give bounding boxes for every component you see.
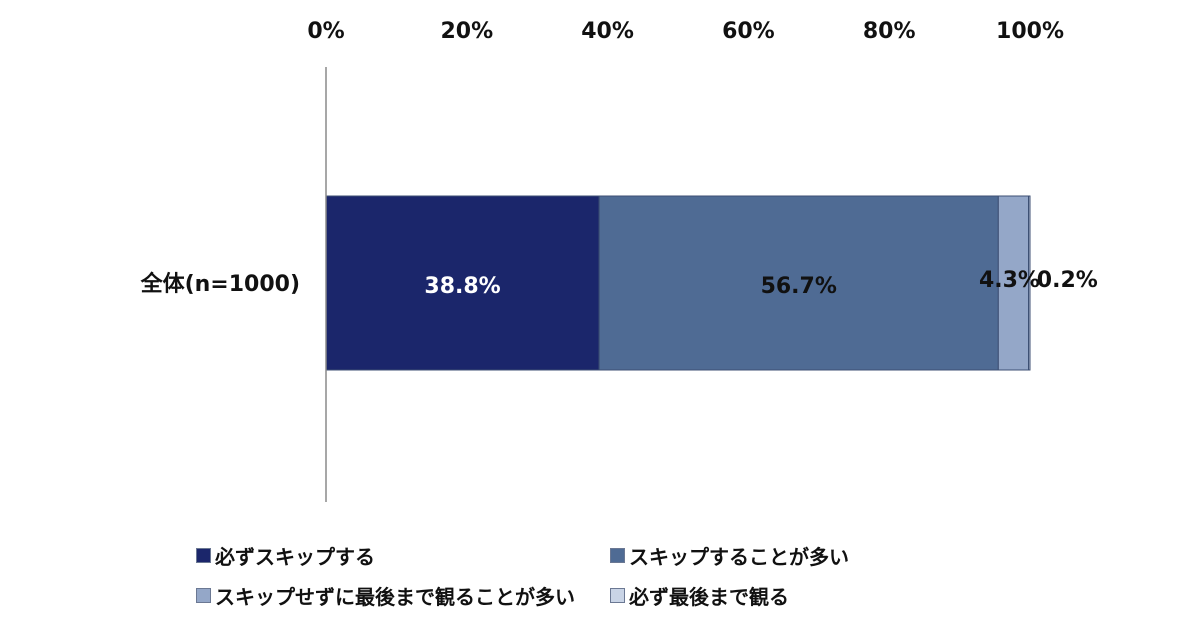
legend-swatch-often-watch (196, 587, 211, 603)
legend-swatch-often-skip (610, 547, 625, 563)
x-tick-label: 60% (722, 19, 775, 44)
legend-item-always-watch: 必ず最後まで観る (610, 581, 789, 610)
bar-segment (1028, 195, 1031, 371)
legend-item-often-skip: スキップすることが多い (610, 541, 849, 570)
data-label: 4.3% (979, 268, 1040, 293)
data-label: 0.2% (1037, 268, 1098, 293)
bar-segment (325, 195, 600, 371)
x-tick-label: 100% (996, 19, 1064, 44)
legend-swatch-always-skip (196, 547, 211, 563)
legend-item-often-watch: スキップせずに最後まで観ることが多い (196, 581, 610, 610)
x-tick-label: 20% (440, 19, 493, 44)
category-label: 全体(n=1000) (140, 271, 300, 297)
x-axis-ticks: 0% 20% 40% 60% 80% 100% (307, 19, 1064, 44)
category-labels: 全体(n=1000) (140, 271, 300, 297)
legend: 必ずスキップする スキップすることが多い スキップせずに最後まで観ることが多い … (196, 535, 916, 615)
data-label: 56.7% (761, 274, 837, 299)
legend-item-always-skip: 必ずスキップする (196, 541, 610, 570)
x-tick-label: 40% (581, 19, 634, 44)
legend-label-always-watch: 必ず最後まで観る (629, 584, 789, 609)
bars (325, 195, 1031, 371)
legend-row-2: スキップせずに最後まで観ることが多い 必ず最後まで観る (196, 575, 916, 615)
x-tick-label: 0% (307, 19, 344, 44)
bar-segment (598, 195, 999, 371)
legend-label-always-skip: 必ずスキップする (215, 544, 375, 569)
legend-label-often-skip: スキップすることが多い (629, 544, 849, 569)
legend-row-1: 必ずスキップする スキップすることが多い (196, 535, 916, 575)
data-labels: 38.8% 56.7% 4.3%0.2% (424, 268, 1097, 299)
data-label: 38.8% (424, 274, 500, 299)
legend-label-often-watch: スキップせずに最後まで観ることが多い (215, 584, 575, 609)
x-tick-label: 80% (863, 19, 916, 44)
legend-swatch-always-watch (610, 587, 625, 603)
